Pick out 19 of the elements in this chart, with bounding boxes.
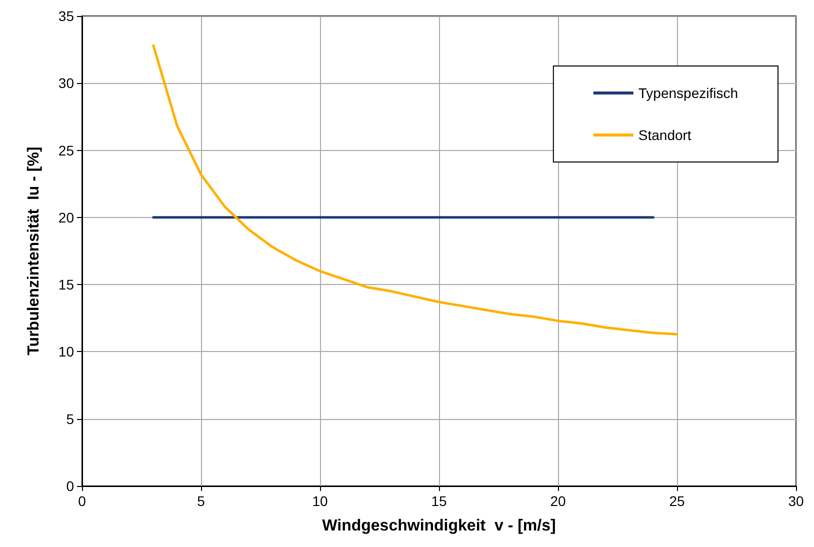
y-tick-label: 20 — [58, 209, 74, 226]
x-tick-label: 25 — [669, 493, 685, 509]
y-tick-label: 0 — [66, 478, 74, 494]
legend-label: Standort — [638, 127, 692, 143]
y-tick-label: 15 — [58, 276, 74, 293]
x-axis-title: Windgeschwindigkeit v - [m/s] — [322, 518, 556, 534]
x-tick-label: 5 — [197, 493, 206, 509]
y-tick-label: 25 — [58, 142, 74, 158]
x-tick-label: 20 — [550, 493, 566, 509]
x-tick-label: 15 — [431, 493, 447, 509]
y-tick-label: 10 — [58, 344, 74, 360]
x-tick-label: 0 — [78, 493, 86, 509]
y-tick-label: 5 — [66, 410, 74, 427]
y-axis-title: Turbulenzintensität Iu - [%] — [26, 146, 42, 356]
y-tick-label: 30 — [58, 75, 74, 92]
x-tick-label: 10 — [312, 493, 328, 509]
y-tick-label: 35 — [58, 8, 74, 24]
x-tick-label: 30 — [788, 493, 804, 509]
legend-label: Typenspezifisch — [638, 85, 738, 101]
